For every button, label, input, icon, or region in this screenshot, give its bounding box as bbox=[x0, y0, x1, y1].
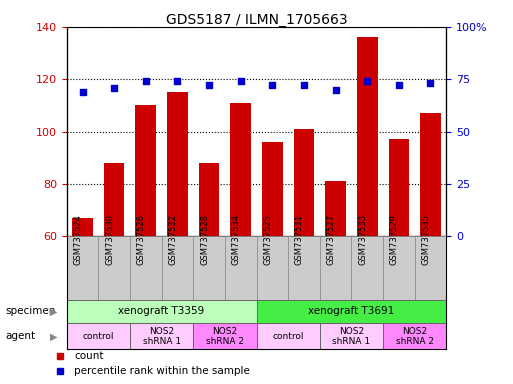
Text: GSM737531: GSM737531 bbox=[295, 214, 304, 265]
Text: GSM737528: GSM737528 bbox=[200, 214, 209, 265]
Bar bbox=[357, 37, 378, 236]
Text: GSM737525: GSM737525 bbox=[263, 214, 272, 265]
Text: xenograft T3691: xenograft T3691 bbox=[308, 306, 394, 316]
Point bbox=[110, 84, 118, 91]
Point bbox=[173, 78, 182, 84]
Text: ▶: ▶ bbox=[50, 331, 57, 341]
Point bbox=[363, 78, 371, 84]
Bar bbox=[135, 105, 156, 236]
Bar bbox=[167, 92, 188, 236]
Bar bbox=[104, 163, 125, 236]
Text: NOS2
shRNA 1: NOS2 shRNA 1 bbox=[332, 327, 370, 346]
Text: agent: agent bbox=[5, 331, 35, 341]
Bar bbox=[162, 236, 193, 300]
Text: NOS2
shRNA 2: NOS2 shRNA 2 bbox=[396, 327, 433, 346]
Text: specimen: specimen bbox=[5, 306, 55, 316]
Bar bbox=[130, 323, 193, 349]
Point bbox=[300, 83, 308, 89]
Bar bbox=[67, 323, 130, 349]
Text: GDS5187 / ILMN_1705663: GDS5187 / ILMN_1705663 bbox=[166, 13, 347, 27]
Bar bbox=[72, 218, 93, 236]
Bar bbox=[193, 236, 225, 300]
Bar bbox=[415, 236, 446, 300]
Bar bbox=[256, 300, 446, 323]
Point bbox=[331, 87, 340, 93]
Bar bbox=[256, 236, 288, 300]
Text: ▶: ▶ bbox=[50, 306, 57, 316]
Bar bbox=[193, 323, 256, 349]
Text: GSM737534: GSM737534 bbox=[232, 214, 241, 265]
Text: GSM737526: GSM737526 bbox=[137, 214, 146, 265]
Bar bbox=[262, 142, 283, 236]
Point bbox=[236, 78, 245, 84]
Text: GSM737527: GSM737527 bbox=[327, 214, 336, 265]
Bar bbox=[67, 236, 98, 300]
Bar bbox=[320, 323, 383, 349]
Bar bbox=[230, 103, 251, 236]
Bar bbox=[351, 236, 383, 300]
Bar bbox=[288, 236, 320, 300]
Bar bbox=[130, 236, 162, 300]
Bar bbox=[383, 236, 415, 300]
Bar bbox=[325, 181, 346, 236]
Point bbox=[78, 89, 87, 95]
Point bbox=[426, 80, 435, 86]
Text: control: control bbox=[272, 332, 304, 341]
Bar bbox=[256, 323, 320, 349]
Bar bbox=[199, 163, 220, 236]
Bar bbox=[67, 300, 256, 323]
Bar bbox=[320, 236, 351, 300]
Text: count: count bbox=[74, 351, 104, 361]
Text: NOS2
shRNA 1: NOS2 shRNA 1 bbox=[143, 327, 181, 346]
Text: control: control bbox=[83, 332, 114, 341]
Point bbox=[205, 83, 213, 89]
Text: GSM737532: GSM737532 bbox=[168, 214, 177, 265]
Text: GSM737529: GSM737529 bbox=[390, 214, 399, 265]
Text: NOS2
shRNA 2: NOS2 shRNA 2 bbox=[206, 327, 244, 346]
Point bbox=[268, 83, 277, 89]
Bar bbox=[225, 236, 256, 300]
Bar bbox=[98, 236, 130, 300]
Text: GSM737530: GSM737530 bbox=[105, 214, 114, 265]
Bar bbox=[420, 113, 441, 236]
Point bbox=[142, 78, 150, 84]
Text: GSM737524: GSM737524 bbox=[73, 214, 83, 265]
Text: GSM737535: GSM737535 bbox=[422, 214, 430, 265]
Text: percentile rank within the sample: percentile rank within the sample bbox=[74, 366, 250, 376]
Bar bbox=[293, 129, 314, 236]
Text: xenograft T3359: xenograft T3359 bbox=[119, 306, 205, 316]
Text: GSM737533: GSM737533 bbox=[358, 214, 367, 265]
Point bbox=[394, 83, 403, 89]
Bar bbox=[383, 323, 446, 349]
Bar bbox=[388, 139, 409, 236]
